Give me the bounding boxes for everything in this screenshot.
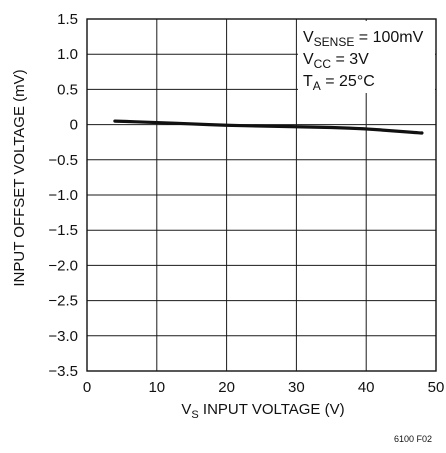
x-tick-label: 40: [358, 379, 375, 396]
y-tick-label: 0: [70, 117, 78, 134]
y-tick-label: −3.5: [48, 363, 78, 380]
series-layer: [113, 119, 424, 135]
x-tick-label: 10: [148, 379, 165, 396]
annotation-symbol: V: [303, 51, 314, 68]
x-tick-labels: 0 10 20 30 40 50: [83, 379, 445, 396]
annotation-subscript: SENSE: [314, 35, 355, 49]
y-tick-label: −1.0: [48, 187, 78, 204]
annotation-symbol: V: [303, 29, 314, 46]
plot-frame-layer: [86, 18, 437, 372]
annotation-line: VSENSE = 100mV: [303, 29, 424, 49]
y-tick-label: −2.5: [48, 293, 78, 310]
x-axis-label: VS INPUT VOLTAGE (V): [181, 401, 344, 421]
x-tick-label: 50: [428, 379, 445, 396]
x-axis-label-text: INPUT VOLTAGE (V): [199, 401, 345, 418]
y-tick-label: 1.0: [57, 46, 78, 63]
y-tick-labels: 1.5 1.0 0.5 0 −0.5 −1.0 −1.5 −2.0 −2.5 −3.0 −3.5: [48, 11, 78, 380]
x-axis-label-symbol: V: [181, 401, 191, 418]
y-tick-label: 1.5: [57, 11, 78, 28]
annotation-background: [298, 21, 435, 93]
annotation-line: TA = 25°C: [303, 73, 375, 93]
y-tick-label: 0.5: [57, 81, 78, 98]
figure-id: 6100 F02: [394, 434, 432, 444]
x-axis-label-subscript: S: [191, 409, 198, 421]
y-tick-label: −0.5: [48, 152, 78, 169]
y-axis-label: INPUT OFFSET VOLTAGE (mV): [11, 69, 28, 286]
series-line-0: [113, 119, 424, 135]
annotation-text: = 3V: [331, 51, 369, 68]
annotation-text: = 100mV: [354, 29, 423, 46]
annotation-text: = 25°C: [321, 73, 375, 90]
annotation-subscript: CC: [314, 57, 332, 71]
x-tick-label: 30: [288, 379, 305, 396]
annotation-subscript: A: [313, 79, 321, 93]
annotation-symbol: T: [303, 73, 313, 90]
y-tick-label: −2.0: [48, 257, 78, 274]
x-tick-label: 0: [83, 379, 91, 396]
annotation-line: VCC = 3V: [303, 51, 369, 71]
x-tick-label: 20: [218, 379, 235, 396]
y-tick-label: −3.0: [48, 328, 78, 345]
plot-frame: [86, 18, 437, 372]
y-tick-label: −1.5: [48, 222, 78, 239]
